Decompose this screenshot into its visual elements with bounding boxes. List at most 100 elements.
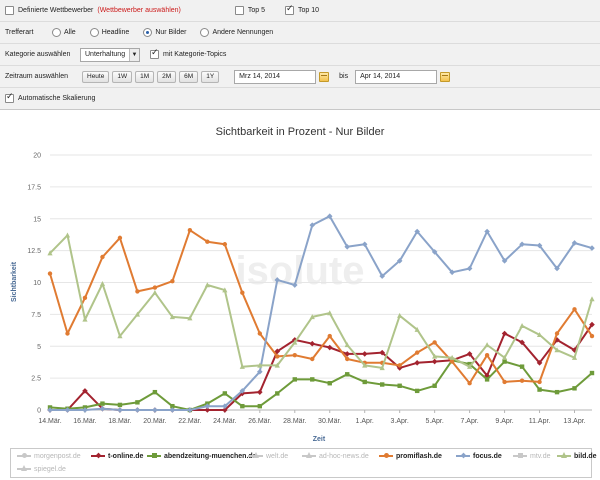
data-point-focus-de[interactable] xyxy=(274,277,281,283)
data-point-bild-de[interactable] xyxy=(327,310,333,316)
calendar-to-icon[interactable] xyxy=(440,71,451,82)
radio-all[interactable] xyxy=(52,28,61,37)
data-point-bild-de[interactable] xyxy=(554,347,560,353)
data-point-t-online-de[interactable] xyxy=(589,321,595,328)
calendar-from-icon[interactable] xyxy=(319,71,330,82)
data-point-focus-de[interactable] xyxy=(431,249,438,255)
data-point-abendzeitung-muenchen-de[interactable] xyxy=(257,403,263,409)
date-to-input[interactable]: Apr 14, 2014 xyxy=(355,69,438,84)
data-point-focus-de[interactable] xyxy=(519,241,525,248)
category-select[interactable]: Unterhaltung ▼ xyxy=(80,47,140,62)
data-point-abendzeitung-muenchen-de[interactable] xyxy=(589,370,595,376)
data-point-focus-de[interactable] xyxy=(361,241,368,248)
data-point-promiflash-de[interactable] xyxy=(82,295,88,300)
data-point-focus-de[interactable] xyxy=(589,245,595,251)
data-point-promiflash-de[interactable] xyxy=(117,235,123,241)
data-point-promiflash-de[interactable] xyxy=(135,289,140,294)
data-point-promiflash-de[interactable] xyxy=(397,363,402,368)
data-point-bild-de[interactable] xyxy=(589,296,595,302)
data-point-focus-de[interactable] xyxy=(484,228,490,235)
data-point-bild-de[interactable] xyxy=(571,354,578,360)
data-point-bild-de[interactable] xyxy=(501,354,508,360)
data-point-t-online-de[interactable] xyxy=(396,365,403,371)
data-point-promiflash-de[interactable] xyxy=(170,279,175,284)
data-point-focus-de[interactable] xyxy=(571,240,578,246)
data-point-focus-de[interactable] xyxy=(47,407,53,413)
data-point-promiflash-de[interactable] xyxy=(222,242,228,247)
data-point-t-online-de[interactable] xyxy=(309,340,316,347)
data-point-abendzeitung-muenchen-de[interactable] xyxy=(502,359,507,364)
data-point-t-online-de[interactable] xyxy=(204,407,211,413)
category-topics-checkbox[interactable] xyxy=(150,48,159,59)
data-point-focus-de[interactable] xyxy=(396,258,403,264)
legend-item-promiflash-de[interactable]: promiflash.de xyxy=(379,452,442,460)
data-point-t-online-de[interactable] xyxy=(222,407,228,413)
data-point-focus-de[interactable] xyxy=(466,265,473,272)
legend-item-spiegel-de[interactable]: spiegel.de xyxy=(17,465,66,473)
data-point-abendzeitung-muenchen-de[interactable] xyxy=(275,391,280,396)
data-point-focus-de[interactable] xyxy=(257,368,263,375)
data-point-bild-de[interactable] xyxy=(64,232,71,238)
data-point-promiflash-de[interactable] xyxy=(519,378,525,383)
data-point-bild-de[interactable] xyxy=(117,333,123,339)
data-point-promiflash-de[interactable] xyxy=(502,379,507,385)
data-point-bild-de[interactable] xyxy=(309,314,315,320)
data-point-bild-de[interactable] xyxy=(484,342,490,348)
data-point-focus-de[interactable] xyxy=(134,407,141,413)
data-point-t-online-de[interactable] xyxy=(344,351,351,357)
data-point-bild-de[interactable] xyxy=(187,315,193,321)
data-point-focus-de[interactable] xyxy=(379,273,385,279)
data-point-promiflash-de[interactable] xyxy=(100,254,105,260)
legend-item-mtv-de[interactable]: mtv.de xyxy=(513,452,551,460)
data-point-abendzeitung-muenchen-de[interactable] xyxy=(572,386,577,391)
legend-item-focus-de[interactable]: focus.de xyxy=(456,452,502,460)
data-point-abendzeitung-muenchen-de[interactable] xyxy=(170,403,175,409)
data-point-promiflash-de[interactable] xyxy=(537,379,542,385)
data-point-focus-de[interactable] xyxy=(291,282,298,288)
data-point-abendzeitung-muenchen-de[interactable] xyxy=(135,400,140,405)
data-point-abendzeitung-muenchen-de[interactable] xyxy=(362,379,367,385)
top5-checkbox[interactable] xyxy=(234,6,244,15)
data-point-t-online-de[interactable] xyxy=(257,389,263,395)
data-point-bild-de[interactable] xyxy=(134,311,141,317)
data-point-bild-de[interactable] xyxy=(204,282,210,288)
data-point-promiflash-de[interactable] xyxy=(432,340,437,345)
series-line-bild-de[interactable] xyxy=(49,234,593,369)
preset-1w-button[interactable]: 1W xyxy=(112,70,133,83)
data-point-promiflash-de[interactable] xyxy=(187,228,193,233)
data-point-promiflash-de[interactable] xyxy=(47,271,53,276)
data-point-t-online-de[interactable] xyxy=(519,339,525,346)
preset-1y-button[interactable]: 1Y xyxy=(201,70,220,83)
data-point-promiflash-de[interactable] xyxy=(589,333,595,339)
data-point-abendzeitung-muenchen-de[interactable] xyxy=(484,377,490,382)
data-point-focus-de[interactable] xyxy=(169,407,176,413)
data-point-abendzeitung-muenchen-de[interactable] xyxy=(100,401,105,406)
data-point-promiflash-de[interactable] xyxy=(310,356,315,362)
data-point-abendzeitung-muenchen-de[interactable] xyxy=(152,389,158,395)
preset-1m-button[interactable]: 1M xyxy=(135,70,155,83)
data-point-bild-de[interactable] xyxy=(449,354,455,360)
data-point-bild-de[interactable] xyxy=(519,323,525,329)
data-point-focus-de[interactable] xyxy=(152,407,158,413)
data-point-bild-de[interactable] xyxy=(222,287,228,293)
data-point-focus-de[interactable] xyxy=(64,407,71,413)
preset-6m-button[interactable]: 6M xyxy=(179,70,199,83)
radio-other-mentions[interactable] xyxy=(200,28,210,37)
data-point-focus-de[interactable] xyxy=(82,407,88,413)
data-point-promiflash-de[interactable] xyxy=(257,331,263,336)
data-point-focus-de[interactable] xyxy=(222,403,228,409)
data-point-focus-de[interactable] xyxy=(501,258,508,264)
data-point-abendzeitung-muenchen-de[interactable] xyxy=(432,383,437,388)
data-point-promiflash-de[interactable] xyxy=(449,359,455,364)
data-point-bild-de[interactable] xyxy=(99,280,106,286)
data-point-focus-de[interactable] xyxy=(204,403,211,409)
data-point-promiflash-de[interactable] xyxy=(554,331,560,336)
legend-item-morgenpost-de[interactable]: morgenpost.de xyxy=(17,452,81,460)
data-point-t-online-de[interactable] xyxy=(82,388,88,394)
legend-item-bild-de[interactable]: bild.de xyxy=(557,452,597,460)
data-point-t-online-de[interactable] xyxy=(466,351,473,357)
legend-item-abendzeitung-muenchen-de[interactable]: abendzeitung-muenchen.de xyxy=(147,452,257,460)
series-line-focus-de[interactable] xyxy=(50,215,593,411)
data-point-abendzeitung-muenchen-de[interactable] xyxy=(327,381,332,386)
data-point-abendzeitung-muenchen-de[interactable] xyxy=(519,364,525,369)
